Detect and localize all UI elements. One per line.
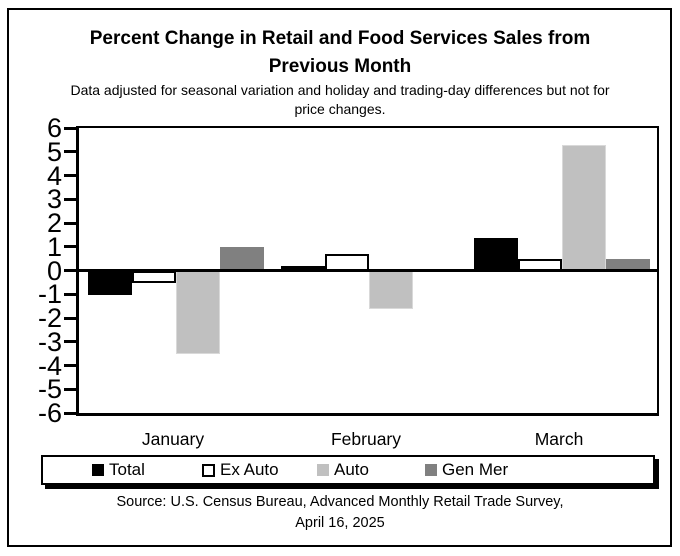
y-tick-label-0: 0 (46, 255, 62, 286)
y-tick-mark--4 (64, 364, 78, 367)
legend-swatch-ex-auto-icon (202, 463, 215, 477)
legend-item-gen-mer: Gen Mer (425, 457, 508, 483)
x-label-january: January (141, 429, 205, 449)
legend-label-gen-mer: Gen Mer (442, 460, 509, 479)
chart-subtitle-line2: price changes. (294, 101, 386, 117)
x-label-february: February (330, 429, 402, 449)
y-tick-label-5: 5 (46, 136, 62, 167)
chart-title-line2: Previous Month (268, 56, 412, 77)
source-text: Source: U.S. Census Bureau, Advanced Mon… (0, 492, 680, 534)
y-tick-mark-1 (64, 245, 78, 249)
y-tick-mark-5 (64, 150, 78, 154)
y-tick-mark-4 (64, 174, 78, 177)
y-tick-mark--2 (64, 316, 78, 320)
y-tick-label--4: -4 (37, 350, 62, 381)
bar-auto-february (369, 271, 413, 309)
legend-item-auto: Auto (317, 457, 369, 483)
y-tick-label--5: -5 (37, 374, 62, 405)
legend-item-ex-auto: Ex Auto (202, 457, 279, 483)
legend-swatch-auto-icon (317, 464, 329, 476)
y-tick-label-6: 6 (46, 113, 62, 143)
source-line2: April 16, 2025 (295, 515, 385, 531)
bar-gen-mer-march (606, 259, 650, 271)
y-tick-label-4: 4 (46, 160, 62, 191)
y-tick-label-3: 3 (46, 184, 62, 215)
bar-gen-mer-january (220, 247, 264, 271)
bar-auto-january (176, 271, 220, 354)
bar-total-february (281, 266, 325, 271)
y-tick-label--1: -1 (37, 279, 62, 310)
y-tick-mark-3 (64, 197, 78, 201)
legend-label-ex-auto: Ex Auto (220, 460, 279, 479)
y-tick-mark--3 (64, 340, 78, 344)
chart-title-line1: Percent Change in Retail and Food Servic… (89, 28, 591, 49)
y-tick-mark--1 (64, 292, 78, 296)
bar-ex-auto-january (132, 271, 176, 283)
legend-item-total: Total (92, 457, 145, 483)
x-label-march: March (534, 429, 584, 449)
y-tick-label--6: -6 (37, 398, 62, 428)
chart-subtitle: Data adjusted for seasonal variation and… (0, 81, 680, 119)
y-tick-label-1: 1 (46, 231, 62, 262)
y-tick-mark-0 (64, 269, 78, 272)
plot-area (76, 126, 659, 416)
y-tick-mark--5 (64, 387, 78, 391)
legend-swatch-gen-mer-icon (425, 464, 437, 476)
bar-auto-march (562, 145, 606, 271)
y-tick-label--2: -2 (37, 303, 62, 333)
y-tick-label--3: -3 (37, 326, 62, 357)
legend-swatch-total-icon (92, 464, 104, 476)
y-tick-mark-6 (64, 126, 78, 130)
chart-subtitle-line1: Data adjusted for seasonal variation and… (70, 82, 610, 98)
source-line1: Source: U.S. Census Bureau, Advanced Mon… (116, 494, 564, 510)
y-tick-label-2: 2 (46, 208, 62, 238)
legend-label-auto: Auto (334, 460, 369, 479)
chart-title: Percent Change in Retail and Food Servic… (0, 25, 680, 81)
zero-axis-line (79, 269, 657, 272)
legend-label-total: Total (109, 460, 145, 479)
y-tick-mark--6 (64, 411, 78, 415)
bar-total-march (474, 238, 518, 271)
y-tick-mark-2 (64, 221, 78, 225)
bar-total-january (88, 271, 132, 295)
legend: Total Ex Auto Auto Gen Mer (41, 455, 655, 485)
